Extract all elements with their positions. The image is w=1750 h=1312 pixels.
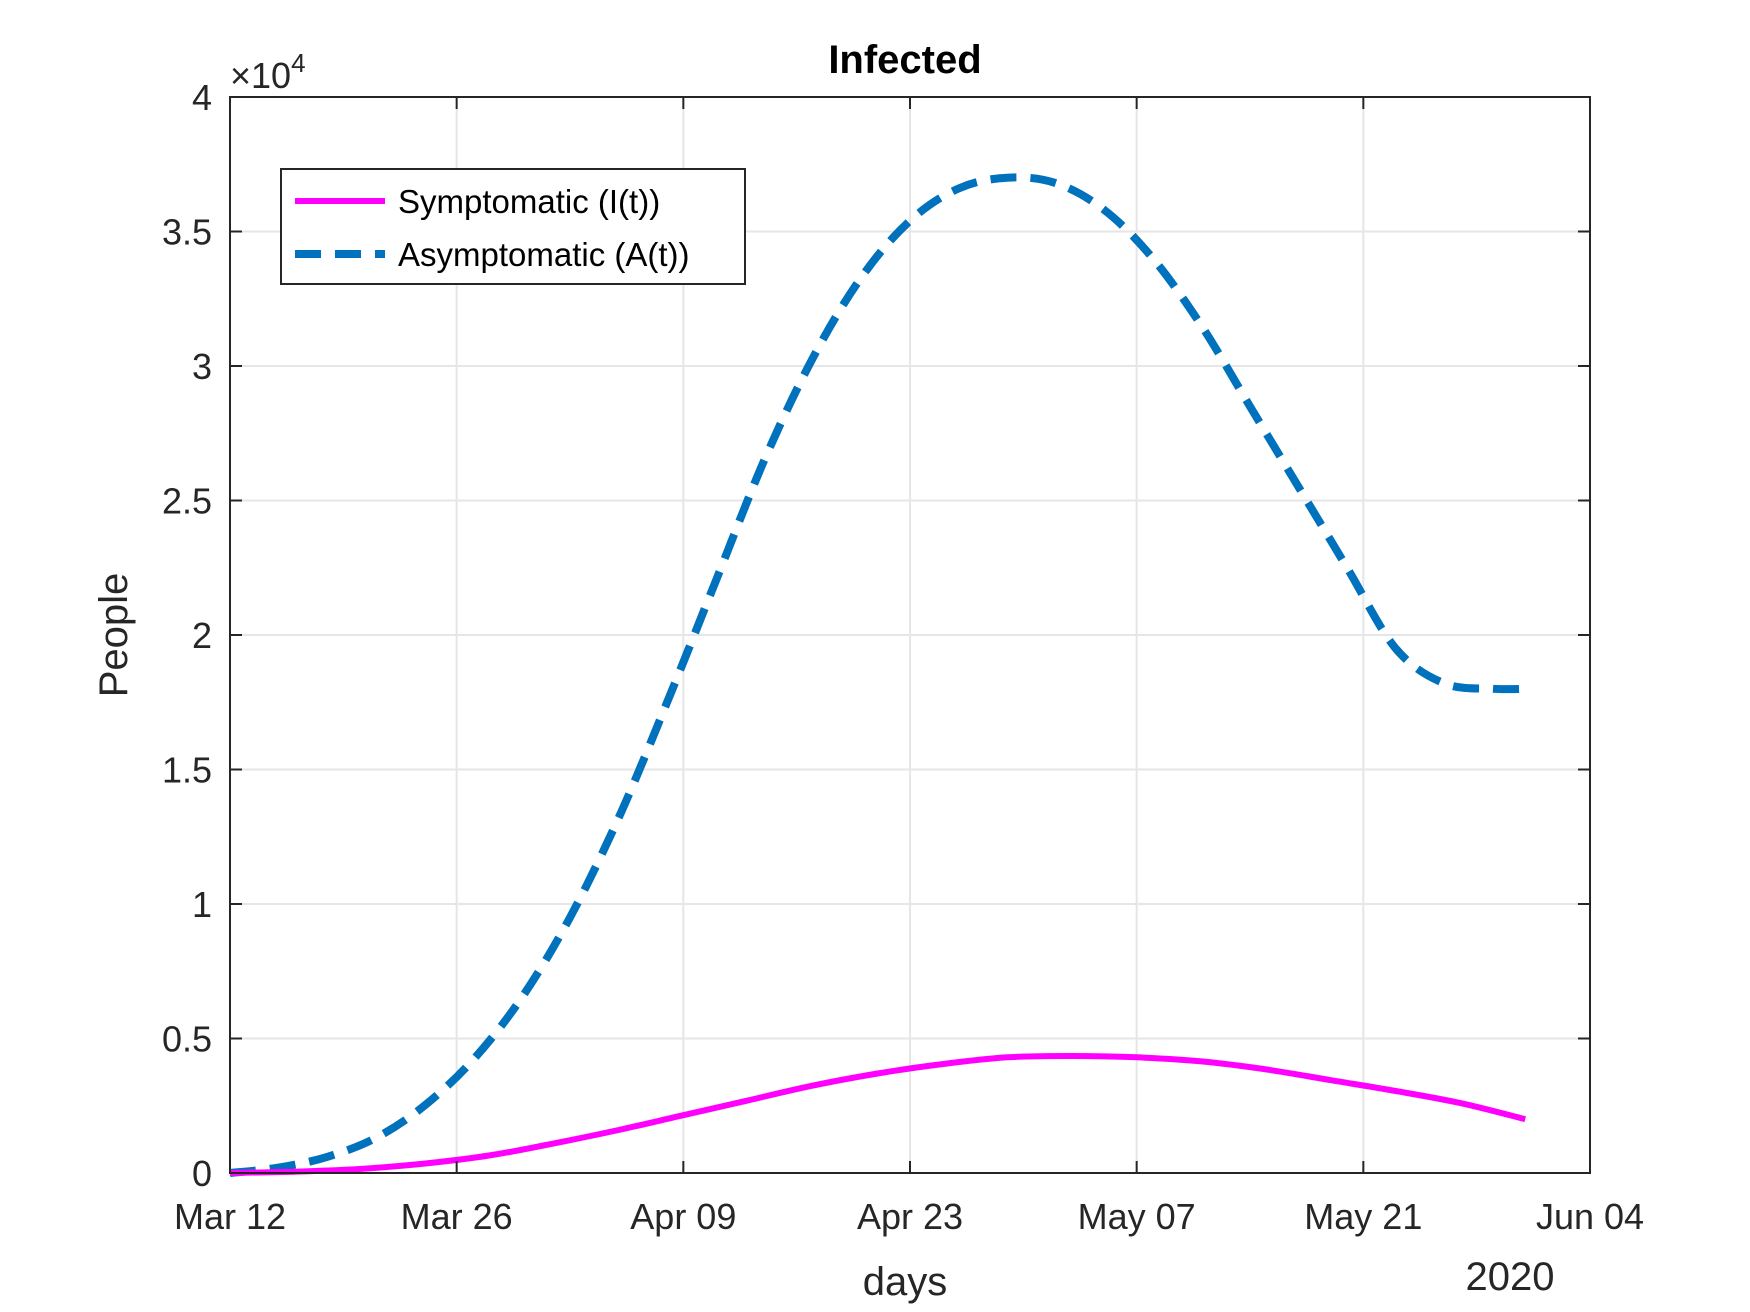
x-tick-label: Apr 09 [630, 1196, 736, 1237]
y-tick-labels: 0 0.5 1 1.5 2 2.5 3 3.5 4 [162, 77, 212, 1194]
x-tick-label: Apr 23 [857, 1196, 963, 1237]
y-tick-label: 2 [192, 615, 212, 656]
x-tick-label: Jun 04 [1536, 1196, 1644, 1237]
tick-marks [229, 96, 1591, 1174]
series-line-symptomatic [229, 1053, 1526, 1176]
x-tick-labels: Mar 12 Mar 26 Apr 09 Apr 23 May 07 May 21 Jun … [174, 1196, 1644, 1237]
y-axis-label: People [92, 573, 136, 698]
y-tick-label: 1.5 [162, 750, 212, 791]
x-tick-label: May 21 [1304, 1196, 1422, 1237]
x-tick-label: Mar 26 [401, 1196, 513, 1237]
y-tick-label: 4 [192, 77, 212, 118]
x-tick-label: Mar 12 [174, 1196, 286, 1237]
x-tick-label: May 07 [1078, 1196, 1196, 1237]
series-line-asymptomatic [229, 173, 1526, 1177]
legend-label-asymptomatic: Asymptomatic (A(t)) [398, 236, 690, 273]
y-tick-label: 3 [192, 346, 212, 387]
series-layer [229, 173, 1526, 1177]
x-axis-label: days [863, 1260, 948, 1304]
y-tick-label: 0.5 [162, 1019, 212, 1060]
legend-box [280, 168, 746, 285]
y-exponent-label: ×104 [230, 48, 306, 96]
legend: Symptomatic (I(t)) Asymptomatic (A(t)) [280, 168, 746, 285]
y-exponent-power: 4 [291, 48, 305, 78]
legend-label-symptomatic: Symptomatic (I(t)) [398, 183, 660, 220]
y-tick-label: 2.5 [162, 481, 212, 522]
chart-title: Infected [828, 38, 981, 82]
y-exponent-base: ×10 [230, 55, 291, 96]
y-tick-label: 3.5 [162, 212, 212, 253]
y-tick-label: 0 [192, 1153, 212, 1194]
grid-lines [230, 97, 1590, 1173]
y-tick-label: 1 [192, 884, 212, 925]
x-axis-year-label: 2020 [1466, 1255, 1555, 1299]
